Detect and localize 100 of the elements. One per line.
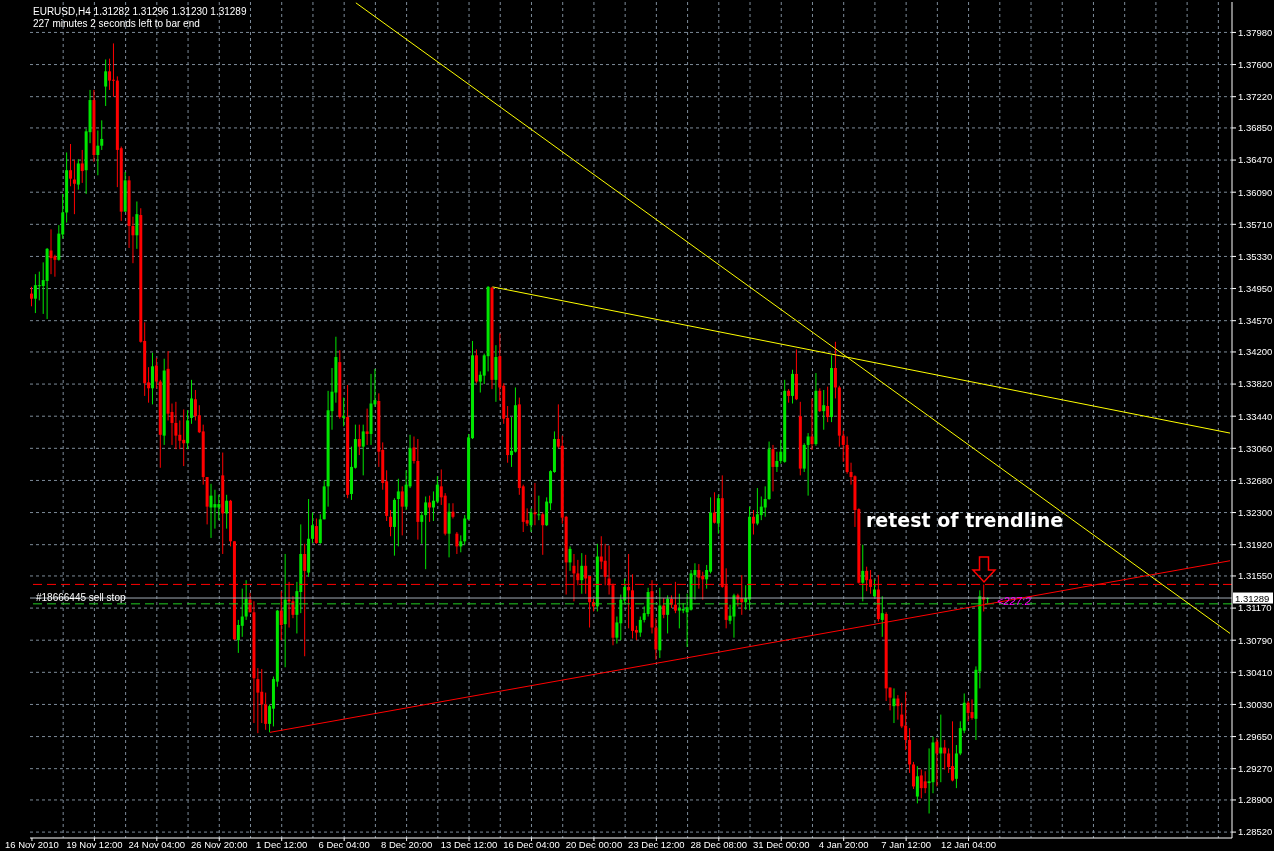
price-tag: 1.31289 bbox=[1233, 592, 1273, 604]
x-tick-label: 20 Dec 00:00 bbox=[565, 838, 623, 850]
y-tick-label: 1.29650 bbox=[1238, 730, 1273, 742]
candlestick bbox=[209, 483, 213, 539]
candlestick bbox=[361, 424, 365, 476]
candlestick bbox=[96, 129, 100, 176]
candlestick bbox=[108, 58, 112, 91]
candlestick bbox=[190, 379, 194, 425]
x-tick-label: 23 Dec 12:00 bbox=[628, 838, 685, 850]
candlestick bbox=[314, 517, 318, 545]
x-tick-label: 16 Dec 04:00 bbox=[503, 838, 560, 850]
candlestick bbox=[49, 228, 53, 275]
candlestick bbox=[264, 692, 268, 731]
candlestick bbox=[455, 531, 459, 555]
candlestick bbox=[104, 58, 108, 107]
candlestick bbox=[568, 545, 572, 572]
candlestick bbox=[638, 616, 642, 638]
candlestick bbox=[174, 401, 178, 450]
y-tick-label: 1.31170 bbox=[1238, 602, 1272, 614]
candlestick bbox=[111, 42, 115, 98]
candlestick bbox=[310, 512, 314, 544]
candlestick bbox=[919, 769, 923, 799]
candlestick bbox=[80, 149, 84, 184]
x-tick-label: 7 Jan 12:00 bbox=[881, 838, 931, 850]
candlestick bbox=[818, 387, 822, 413]
candlestick bbox=[182, 408, 186, 467]
x-tick-label: 24 Nov 04:00 bbox=[128, 838, 186, 850]
candlestick bbox=[529, 507, 533, 533]
candlestick bbox=[951, 720, 955, 782]
candlestick bbox=[451, 502, 455, 519]
candlestick bbox=[662, 597, 666, 619]
chart-title: EURUSD,H4 1.31282 1.31296 1.31230 1.31289 bbox=[33, 6, 247, 17]
ref-line-label: #18666445 sell stop bbox=[36, 591, 126, 603]
candlestick bbox=[537, 495, 541, 521]
candlestick bbox=[775, 451, 779, 473]
candlestick bbox=[37, 271, 41, 301]
y-tick-label: 1.37220 bbox=[1238, 91, 1273, 103]
candlestick bbox=[357, 424, 361, 456]
candlestick bbox=[217, 494, 221, 521]
x-tick-label: 31 Dec 00:00 bbox=[752, 838, 810, 850]
candlestick bbox=[318, 513, 322, 545]
candlestick bbox=[447, 502, 451, 558]
candlestick bbox=[751, 509, 755, 536]
candlestick bbox=[154, 357, 158, 389]
y-tick-label: 1.32300 bbox=[1238, 506, 1273, 518]
y-tick-label: 1.35330 bbox=[1238, 250, 1273, 262]
candlestick bbox=[580, 552, 584, 595]
candlestick bbox=[342, 397, 346, 427]
candlestick bbox=[30, 286, 33, 307]
x-tick-label: 19 Nov 12:00 bbox=[66, 838, 123, 850]
y-tick-label: 1.30030 bbox=[1238, 698, 1273, 710]
candlestick bbox=[791, 369, 795, 405]
candlestick bbox=[810, 397, 814, 451]
y-tick-label: 1.34950 bbox=[1238, 282, 1273, 294]
candlestick bbox=[966, 700, 970, 722]
candlestick bbox=[880, 595, 884, 638]
annotation: retest of trendline bbox=[866, 509, 1064, 531]
y-tick-label: 1.37980 bbox=[1238, 26, 1273, 38]
candlestick bbox=[225, 494, 229, 530]
candlestick bbox=[135, 200, 139, 250]
y-tick-label: 1.34200 bbox=[1238, 346, 1273, 358]
candlestick bbox=[420, 511, 424, 545]
candlestick bbox=[970, 698, 974, 721]
candlestick bbox=[541, 512, 545, 556]
candlestick bbox=[911, 761, 915, 790]
candlestick bbox=[400, 485, 404, 536]
candlestick bbox=[76, 158, 80, 191]
candlestick bbox=[915, 765, 919, 804]
candlestick bbox=[61, 193, 65, 240]
y-tick-label: 1.33060 bbox=[1238, 442, 1273, 454]
y-tick-label: 1.28520 bbox=[1238, 826, 1273, 838]
candlestick bbox=[806, 432, 810, 497]
candlestick bbox=[822, 389, 826, 431]
candlestick bbox=[100, 119, 104, 151]
y-tick-label: 1.32680 bbox=[1238, 474, 1273, 486]
x-tick-label: 13 Dec 12:00 bbox=[440, 838, 498, 850]
candlestick bbox=[904, 691, 908, 751]
x-tick-label: 16 Nov 2010 bbox=[5, 838, 59, 850]
x-tick-label: 28 Dec 08:00 bbox=[690, 838, 748, 850]
y-tick-label: 1.35710 bbox=[1238, 218, 1273, 230]
candlestick bbox=[619, 594, 623, 641]
y-tick-label: 1.36090 bbox=[1238, 186, 1273, 198]
candlestick bbox=[712, 491, 716, 525]
x-tick-label: 4 Jan 20:00 bbox=[818, 838, 869, 850]
candlestick bbox=[69, 143, 73, 187]
candlestick bbox=[428, 495, 432, 523]
candlestick bbox=[72, 159, 76, 215]
candlestick bbox=[236, 619, 240, 654]
candlestick bbox=[365, 408, 369, 446]
y-tick-label: 1.31920 bbox=[1238, 539, 1273, 551]
x-tick-label: 26 Nov 20:00 bbox=[191, 838, 248, 850]
x-tick-label: 6 Dec 04:00 bbox=[318, 838, 370, 850]
annotation: 227 minutes 2 seconds left to bar end bbox=[33, 18, 200, 29]
x-tick-label: 1 Dec 12:00 bbox=[256, 838, 308, 850]
candlestick bbox=[435, 475, 439, 504]
candlestick bbox=[494, 344, 498, 403]
candlestick bbox=[424, 496, 428, 570]
y-tick-label: 1.28900 bbox=[1238, 794, 1273, 806]
y-tick-label: 1.36850 bbox=[1238, 122, 1273, 134]
candlestick bbox=[677, 593, 681, 629]
